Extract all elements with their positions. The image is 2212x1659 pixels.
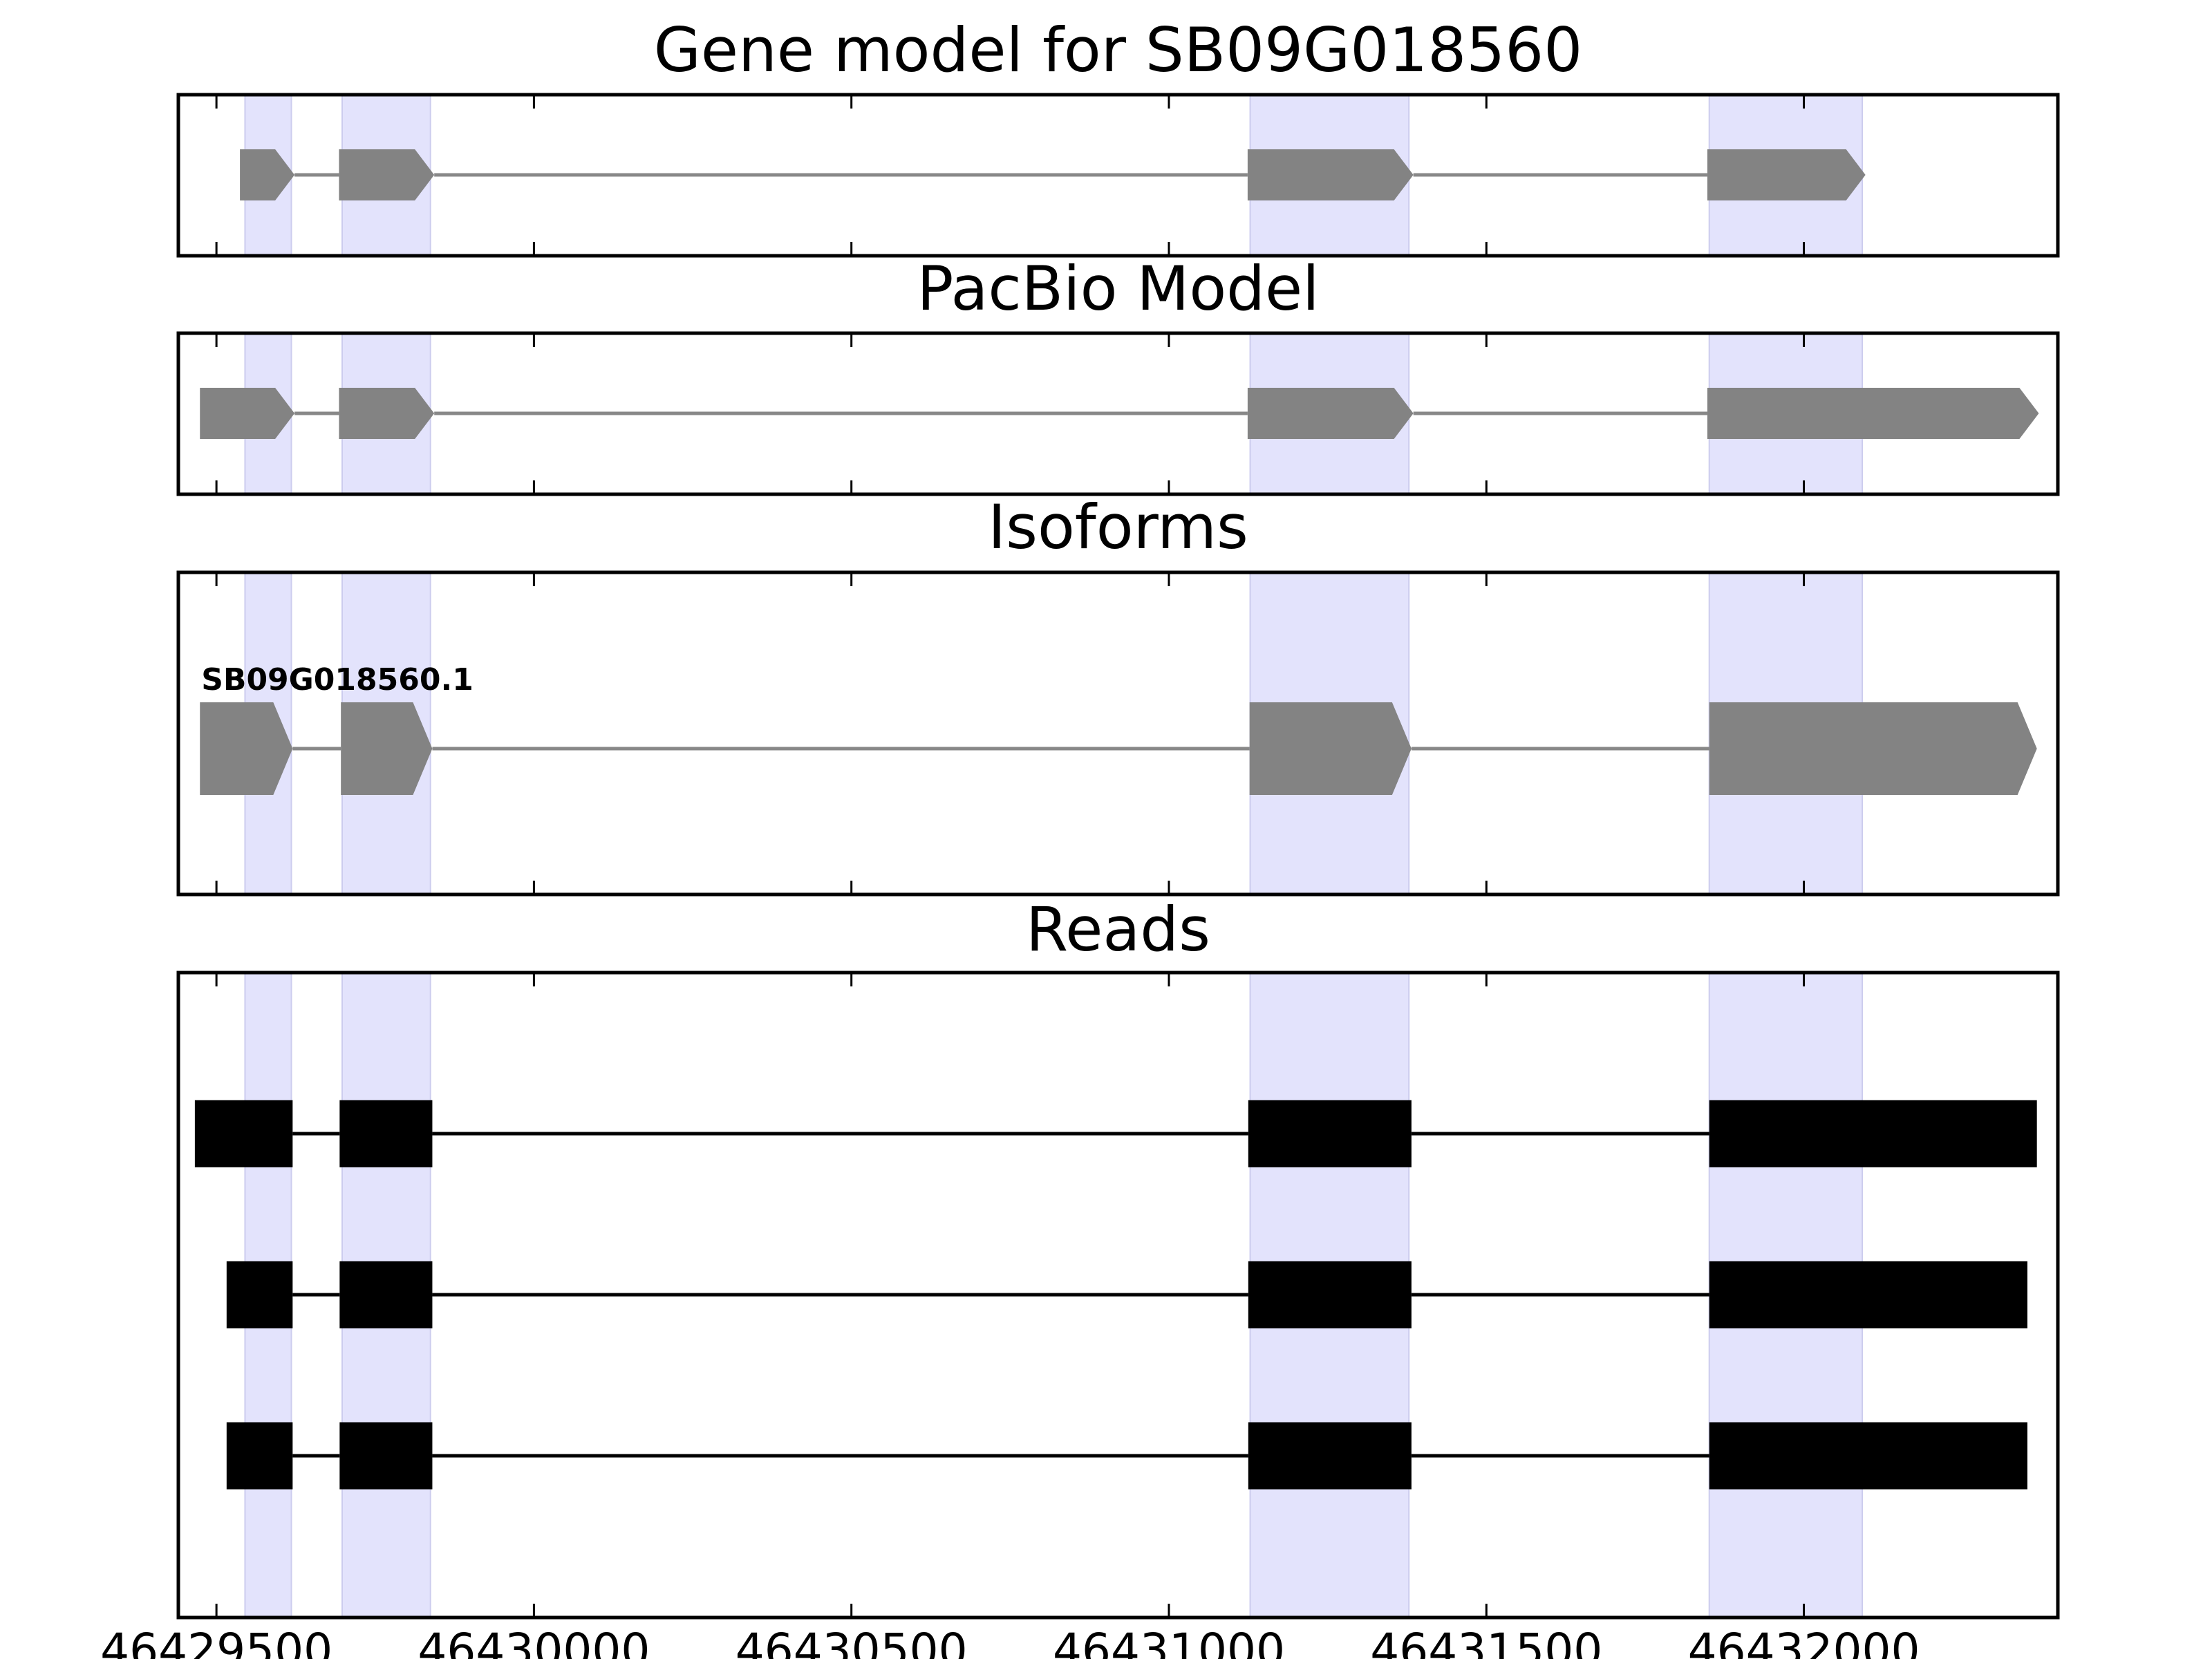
- exon-block: [226, 1422, 293, 1490]
- x-tick-label: 46431000: [1053, 1624, 1285, 1659]
- isoform-label: SB09G018560.1: [201, 662, 474, 697]
- exon-block: [1248, 1100, 1412, 1168]
- x-tick-label: 46432000: [1688, 1624, 1920, 1659]
- track: [240, 149, 1866, 200]
- x-tick-label: 46429500: [100, 1624, 332, 1659]
- exon-block: [226, 1261, 293, 1329]
- x-axis: 46429500 46430000 46430500 46431000 46431500…: [100, 1624, 1920, 1659]
- exon-arrow: [339, 388, 435, 439]
- exon-arrow: [341, 702, 433, 795]
- exon-arrow: [1707, 388, 2039, 439]
- track: [194, 1100, 2037, 1168]
- panel-1: PacBio Model: [176, 253, 2060, 496]
- exon-arrow: [1249, 702, 1412, 795]
- track: [200, 388, 2039, 439]
- exon-block: [1248, 1261, 1412, 1329]
- panel-title: Gene model for SB09G018560: [654, 15, 1583, 86]
- panels-layer: Gene model for SB09G018560 PacBio Model Is…: [176, 15, 2060, 1620]
- panel-2: Isoforms SB09G018560.1: [176, 491, 2060, 897]
- panel-title: Isoforms: [988, 491, 1248, 563]
- track: [226, 1422, 2027, 1490]
- exon-block: [1709, 1422, 2027, 1490]
- x-tick-label: 46430000: [418, 1624, 650, 1659]
- exon-arrow: [200, 388, 295, 439]
- panel-title: Reads: [1026, 894, 1210, 965]
- exon-arrow: [200, 702, 293, 795]
- x-tick-label: 46430500: [735, 1624, 968, 1659]
- exon-block: [1709, 1100, 2037, 1168]
- exon-block: [194, 1100, 293, 1168]
- exon-block: [1248, 1422, 1412, 1490]
- track: [226, 1261, 2027, 1329]
- exon-block: [1709, 1261, 2027, 1329]
- exon-arrow: [240, 149, 295, 200]
- exon-arrow: [1707, 149, 1866, 200]
- exon-block: [339, 1100, 433, 1168]
- panel-0: Gene model for SB09G018560: [176, 15, 2060, 258]
- panel-title: PacBio Model: [917, 253, 1319, 324]
- exon-block: [339, 1422, 433, 1490]
- exon-arrow: [1247, 388, 1414, 439]
- exon-arrow: [1247, 149, 1414, 200]
- panel-frame: [176, 971, 2060, 1620]
- panel-frame: [176, 93, 2060, 258]
- exon-block: [339, 1261, 433, 1329]
- panel-frame: [176, 570, 2060, 897]
- x-tick-label: 46431500: [1370, 1624, 1602, 1659]
- exon-arrow: [1709, 702, 2037, 795]
- exon-arrow: [339, 149, 435, 200]
- panel-frame: [176, 331, 2060, 496]
- panel-3: Reads: [176, 894, 2060, 1620]
- track: SB09G018560.1: [200, 662, 2037, 795]
